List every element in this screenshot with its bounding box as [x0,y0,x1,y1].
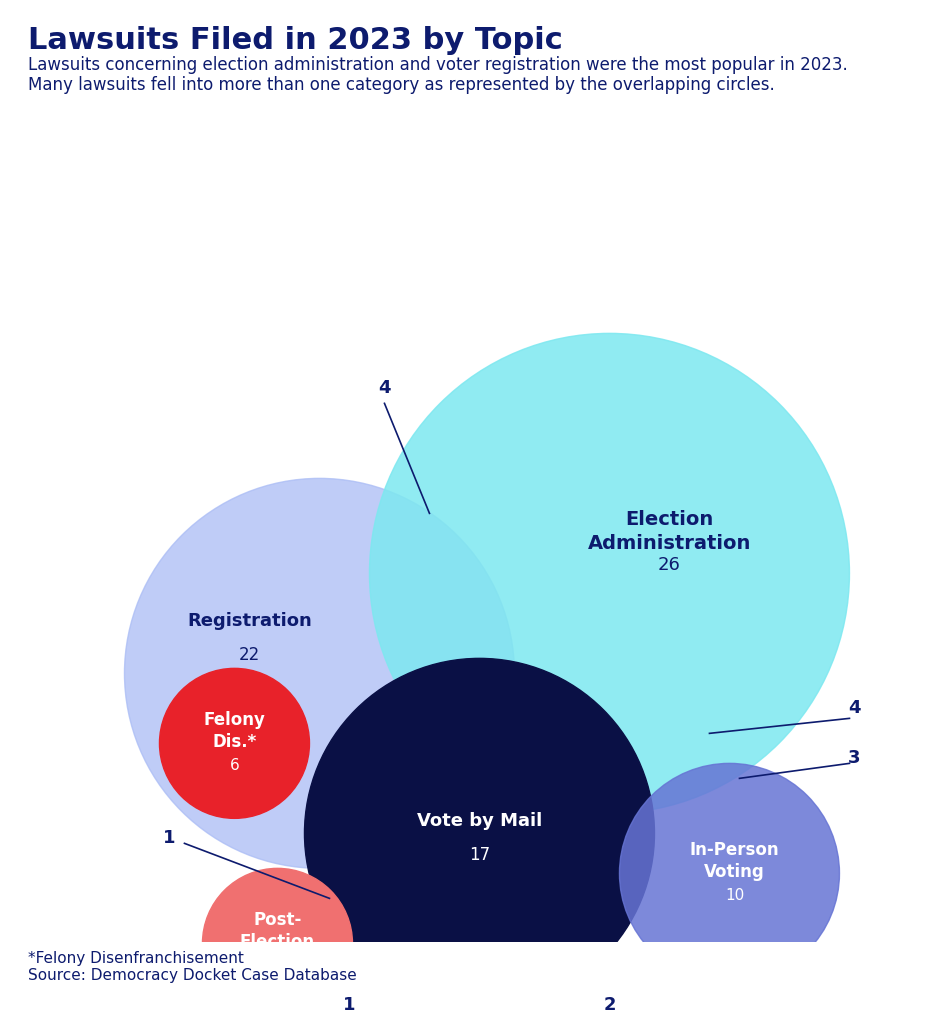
Text: Election
Administration: Election Administration [588,510,751,553]
Text: 17: 17 [469,847,490,864]
Text: Felony
Dis.*: Felony Dis.* [204,712,265,752]
Text: 4: 4 [849,699,861,718]
Text: Vote by Mail: Vote by Mail [417,812,542,830]
Text: 1: 1 [163,829,176,848]
Text: 6: 6 [273,957,282,973]
Text: In-Person
Voting: In-Person Voting [689,842,779,882]
Text: 3: 3 [849,750,861,767]
Text: Many lawsuits fell into more than one category as represented by the overlapping: Many lawsuits fell into more than one ca… [28,76,776,94]
Text: 4: 4 [378,379,391,397]
Text: Source: Democracy Docket Case Database: Source: Democracy Docket Case Database [28,968,357,983]
Circle shape [159,669,310,818]
Circle shape [124,478,514,868]
Text: Lawsuits concerning election administration and voter registration were the most: Lawsuits concerning election administrat… [28,56,849,75]
Text: 6: 6 [229,758,240,773]
Text: 10: 10 [724,888,744,903]
Text: Lawsuits Filed in 2023 by Topic: Lawsuits Filed in 2023 by Topic [28,26,563,54]
Text: 2: 2 [603,996,616,1015]
Circle shape [369,334,849,813]
Circle shape [619,763,839,983]
Text: Post-
Election: Post- Election [240,911,315,951]
Circle shape [203,868,352,1018]
Text: 1: 1 [343,996,356,1015]
Text: Registration: Registration [188,612,312,631]
Text: 26: 26 [658,556,681,574]
Text: *Felony Disenfranchisement: *Felony Disenfranchisement [28,950,244,966]
Circle shape [305,658,654,1009]
Text: 22: 22 [239,646,260,665]
